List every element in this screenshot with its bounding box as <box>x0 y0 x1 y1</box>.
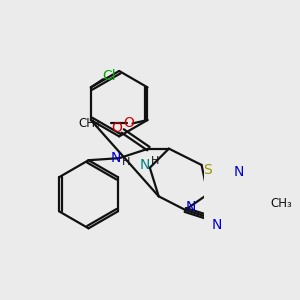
Text: N: N <box>185 200 196 214</box>
Text: N: N <box>111 151 121 165</box>
Text: CH₃: CH₃ <box>270 196 292 210</box>
Text: N: N <box>233 166 244 179</box>
Text: H: H <box>150 156 159 166</box>
Text: CH₃: CH₃ <box>78 117 100 130</box>
Text: N: N <box>139 158 150 172</box>
Text: O: O <box>124 116 134 130</box>
Text: H: H <box>122 157 130 166</box>
Text: N: N <box>212 218 222 232</box>
Text: O: O <box>112 121 123 135</box>
Text: S: S <box>203 164 212 177</box>
Text: Cl: Cl <box>102 69 116 83</box>
